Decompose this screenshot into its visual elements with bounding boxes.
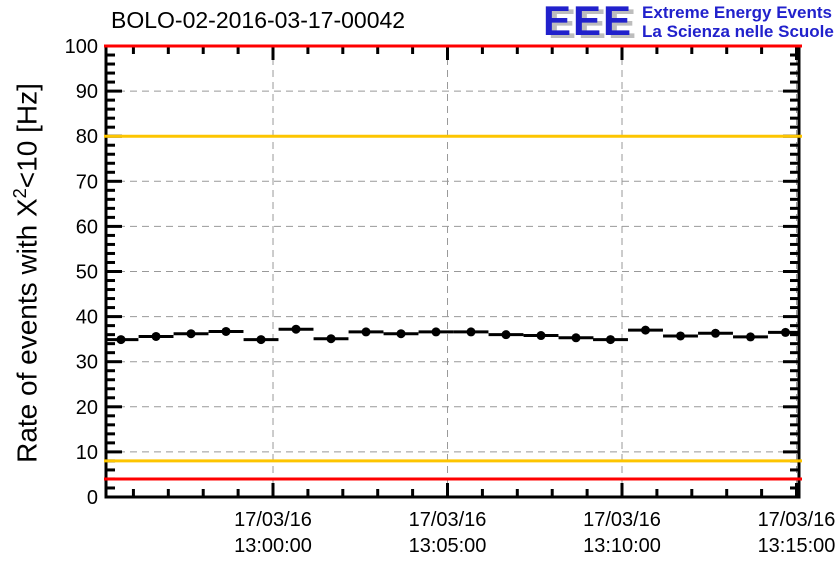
y-tick-label: 60 [76,216,98,238]
y-tick-label: 30 [76,352,98,374]
data-point-marker [675,331,685,341]
data-point-marker [256,335,266,345]
data-point-marker [571,333,581,343]
x-tick-label-time: 13:00:00 [234,535,312,557]
y-tick-label: 70 [76,171,98,193]
data-point-marker [361,327,371,337]
data-point-marker [431,327,441,337]
eee-logo-line2: La Scienza nelle Scuole [642,22,834,41]
eee-logo-line1: Extreme Energy Events [642,3,832,22]
data-point-marker [326,334,336,344]
y-tick-label: 40 [76,307,98,329]
y-tick-label: 90 [76,81,98,103]
y-tick-label: 20 [76,397,98,419]
data-point-marker [396,329,406,339]
eee-logo-acronym: EEE [543,0,634,44]
x-tick-label-date: 17/03/16 [758,509,836,531]
data-point-marker [186,329,196,339]
x-tick-label-date: 17/03/16 [583,509,661,531]
data-point-marker [536,331,546,341]
data-point-marker [745,332,755,342]
y-tick-label: 50 [76,262,98,284]
eee-logo: EEE Extreme Energy Events La Scienza nel… [543,0,834,44]
data-point-marker [466,327,476,337]
data-point-marker [151,331,161,341]
eee-logo-text: Extreme Energy Events La Scienza nelle S… [642,3,834,41]
data-point-marker [116,335,126,345]
data-point-marker [221,326,231,336]
x-tick-label-time: 13:05:00 [409,535,487,557]
x-tick-label-date: 17/03/16 [234,509,312,531]
data-point-marker [780,327,790,337]
y-tick-label: 0 [87,487,98,509]
x-tick-label-time: 13:15:00 [758,535,836,557]
plot-title: BOLO-02-2016-03-17-00042 [111,7,406,33]
x-tick-label-date: 17/03/16 [409,509,487,531]
data-point-marker [606,335,616,345]
y-tick-label: 80 [76,126,98,148]
data-point-marker [501,330,511,340]
data-point-marker [291,324,301,334]
y-tick-label: 100 [65,36,98,58]
x-tick-label-time: 13:10:00 [583,535,661,557]
y-tick-label: 10 [76,442,98,464]
data-point-marker [710,328,720,338]
data-point-marker [641,325,651,335]
